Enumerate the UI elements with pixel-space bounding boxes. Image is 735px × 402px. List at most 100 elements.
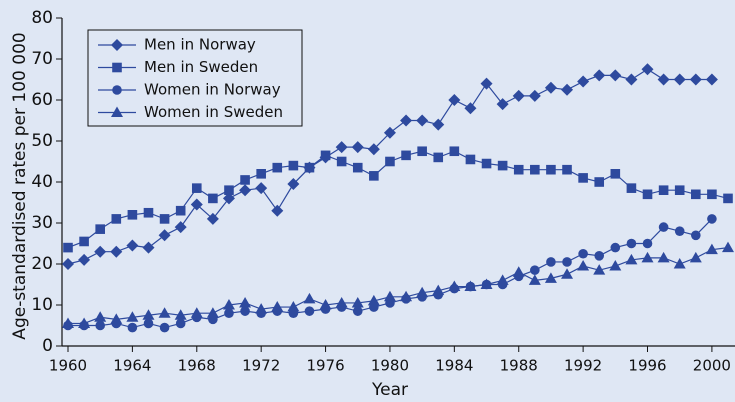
marker bbox=[642, 238, 653, 249]
x-tick-label: 1976 bbox=[306, 357, 344, 375]
y-tick-label: 70 bbox=[31, 49, 53, 69]
marker bbox=[351, 141, 364, 154]
marker bbox=[127, 322, 138, 333]
y-tick-label: 40 bbox=[31, 172, 53, 192]
marker bbox=[609, 260, 622, 271]
marker bbox=[352, 162, 363, 173]
y-tick-label: 0 bbox=[42, 336, 53, 356]
marker bbox=[79, 236, 89, 247]
marker bbox=[401, 150, 411, 161]
marker bbox=[593, 69, 606, 82]
marker bbox=[335, 141, 348, 154]
marker bbox=[287, 178, 300, 191]
marker bbox=[722, 241, 734, 253]
marker bbox=[689, 251, 702, 263]
marker bbox=[691, 230, 701, 241]
y-tick-label: 20 bbox=[31, 254, 53, 274]
marker bbox=[610, 242, 621, 253]
marker bbox=[142, 241, 155, 254]
marker bbox=[95, 320, 105, 331]
marker bbox=[287, 301, 300, 312]
marker bbox=[464, 102, 477, 115]
marker bbox=[95, 224, 105, 234]
marker bbox=[159, 322, 170, 333]
marker bbox=[723, 193, 733, 204]
marker bbox=[288, 160, 299, 171]
marker bbox=[271, 301, 284, 312]
marker bbox=[224, 308, 234, 319]
marker bbox=[594, 177, 605, 187]
marker bbox=[496, 98, 509, 111]
marker bbox=[303, 292, 316, 304]
marker bbox=[705, 73, 718, 86]
marker bbox=[480, 278, 493, 289]
y-tick-label: 60 bbox=[31, 90, 53, 110]
marker bbox=[594, 251, 605, 261]
marker bbox=[481, 158, 492, 169]
marker bbox=[320, 150, 331, 161]
marker bbox=[112, 85, 122, 95]
marker bbox=[528, 274, 541, 285]
marker bbox=[530, 265, 540, 275]
marker bbox=[625, 73, 638, 86]
marker bbox=[689, 73, 702, 86]
y-tick-label: 30 bbox=[31, 213, 53, 233]
marker bbox=[126, 239, 139, 252]
marker bbox=[497, 160, 508, 171]
marker bbox=[335, 296, 348, 308]
marker bbox=[546, 164, 556, 175]
legend-label: Men in Sweden bbox=[144, 58, 258, 76]
marker bbox=[158, 307, 171, 318]
marker bbox=[705, 243, 718, 255]
marker bbox=[674, 185, 685, 195]
marker bbox=[433, 152, 444, 163]
marker bbox=[222, 299, 235, 310]
marker bbox=[62, 258, 74, 270]
x-tick-label: 1988 bbox=[500, 357, 538, 375]
x-tick-label: 1964 bbox=[113, 357, 151, 375]
marker bbox=[304, 306, 315, 316]
marker bbox=[657, 73, 670, 86]
marker bbox=[512, 266, 525, 277]
marker bbox=[528, 89, 541, 102]
marker bbox=[577, 75, 590, 88]
marker bbox=[626, 238, 637, 249]
marker bbox=[239, 296, 252, 308]
marker bbox=[448, 280, 461, 292]
y-tick-label: 50 bbox=[31, 131, 53, 151]
legend-label: Women in Norway bbox=[144, 81, 281, 99]
marker bbox=[673, 258, 686, 269]
marker bbox=[464, 280, 477, 292]
marker bbox=[448, 94, 461, 106]
marker bbox=[191, 183, 202, 193]
marker bbox=[513, 164, 524, 175]
marker bbox=[367, 294, 380, 306]
marker bbox=[512, 89, 525, 102]
y-tick-label: 10 bbox=[31, 295, 53, 315]
marker bbox=[562, 164, 572, 175]
marker bbox=[208, 193, 218, 204]
marker bbox=[255, 182, 268, 195]
marker bbox=[110, 245, 123, 258]
marker bbox=[224, 185, 234, 195]
legend-label: Women in Sweden bbox=[144, 103, 283, 121]
marker bbox=[78, 317, 91, 328]
marker bbox=[544, 81, 557, 94]
x-axis-label: Year bbox=[371, 380, 408, 400]
marker bbox=[112, 62, 122, 73]
x-tick-label: 1996 bbox=[628, 357, 666, 375]
marker bbox=[383, 290, 396, 302]
marker bbox=[304, 162, 315, 173]
marker bbox=[239, 184, 252, 197]
marker bbox=[240, 175, 250, 185]
marker bbox=[206, 307, 219, 318]
marker bbox=[174, 309, 187, 320]
marker bbox=[578, 248, 588, 259]
marker bbox=[657, 251, 670, 263]
marker bbox=[400, 114, 413, 127]
marker bbox=[641, 63, 654, 76]
marker bbox=[143, 318, 154, 329]
marker bbox=[142, 309, 155, 320]
marker bbox=[417, 146, 427, 157]
